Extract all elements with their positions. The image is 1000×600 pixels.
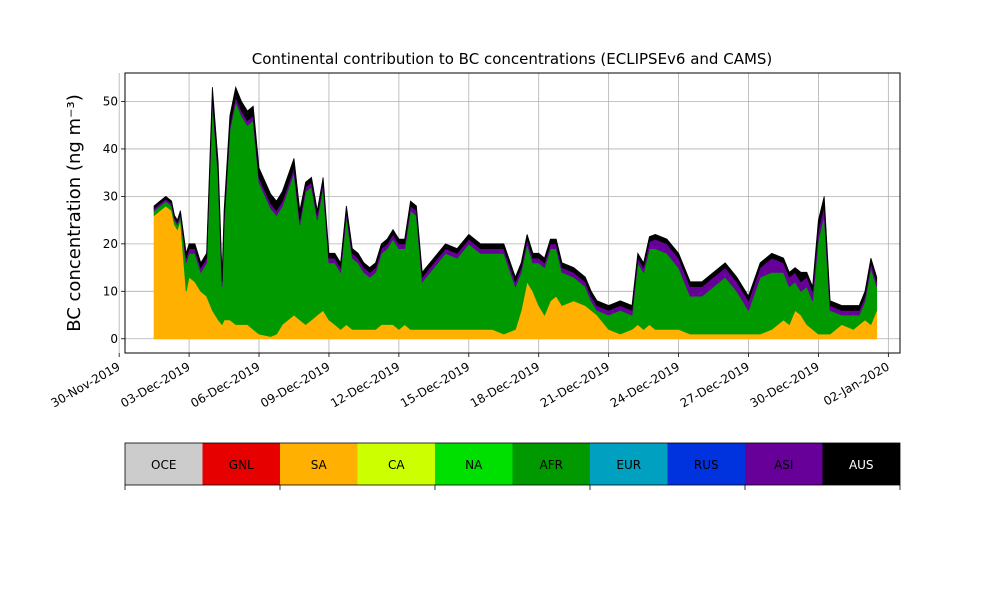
area-afr	[153, 100, 878, 337]
y-axis: 0 10 20 30 40 50	[103, 94, 125, 346]
legend-swatch-asi	[745, 443, 823, 485]
x-tick-label: 09-Dec-2019	[258, 359, 332, 410]
y-tick-label: 40	[103, 142, 118, 156]
x-tick-label: 12-Dec-2019	[328, 359, 402, 410]
y-tick-label: 0	[110, 332, 118, 346]
x-tick-label: 02-Jan-2020	[821, 359, 892, 408]
x-axis: 30-Nov-201903-Dec-201906-Dec-201909-Dec-…	[48, 353, 892, 410]
legend-label-gnl: GNL	[229, 458, 254, 472]
colorbar-frame	[124, 442, 901, 486]
y-tick-label: 10	[103, 284, 118, 298]
y-tick-label: 30	[103, 189, 118, 203]
y-tick-label: 20	[103, 237, 118, 251]
legend-label-afr: AFR	[540, 458, 563, 472]
legend-swatch-na	[435, 443, 513, 485]
legend-swatch-sa	[280, 443, 358, 485]
legend-swatch-afr	[512, 443, 590, 485]
region-colorbar: OCE GNL SA CA NA AFR EUR RUS ASI AUS	[124, 442, 901, 490]
legend-label-rus: RUS	[694, 458, 719, 472]
x-tick-label: 24-Dec-2019	[608, 359, 682, 410]
x-tick-label: 27-Dec-2019	[678, 359, 752, 410]
x-tick-label: 06-Dec-2019	[188, 359, 262, 410]
legend-label-aus: AUS	[849, 458, 874, 472]
x-tick-label: 15-Dec-2019	[398, 359, 472, 410]
legend-swatch-gnl	[202, 443, 280, 485]
plot-frame	[124, 72, 901, 354]
legend-swatch-ca	[357, 443, 435, 485]
y-axis-label: BC concentration (ng m⁻³)	[64, 94, 85, 332]
x-tick-label: 03-Dec-2019	[118, 359, 192, 410]
legend-label-ca: CA	[388, 458, 405, 472]
x-tick-label: 30-Nov-2019	[48, 359, 122, 410]
y-tick-label: 50	[103, 94, 118, 108]
legend-swatch-rus	[667, 443, 745, 485]
x-tick-label: 18-Dec-2019	[468, 359, 542, 410]
chart-title: Continental contribution to BC concentra…	[252, 50, 773, 68]
x-tick-label: 21-Dec-2019	[538, 359, 612, 410]
legend-swatch-eur	[590, 443, 668, 485]
legend-label-oce: OCE	[151, 458, 176, 472]
stacked-areas	[153, 85, 878, 340]
x-tick-label: 30-Dec-2019	[748, 359, 822, 410]
area-aus	[153, 85, 878, 311]
legend-label-eur: EUR	[616, 458, 641, 472]
legend-label-asi: ASI	[774, 458, 793, 472]
legend-swatch-oce	[125, 443, 203, 485]
legend-label-sa: SA	[311, 458, 328, 472]
legend-swatch-aus	[822, 443, 900, 485]
legend-label-na: NA	[465, 458, 483, 472]
